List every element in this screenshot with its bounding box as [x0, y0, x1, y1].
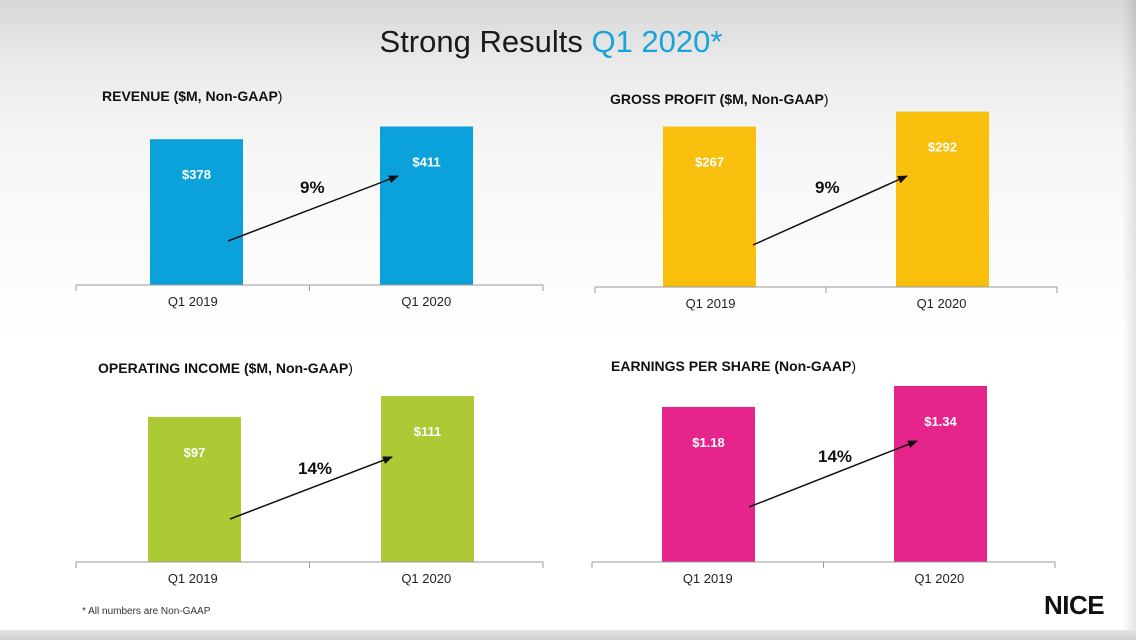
gross-profit-bar-1: [663, 126, 756, 287]
gross-profit-value-label-2: $292: [928, 140, 957, 155]
gross-profit-value-label-1: $267: [695, 155, 724, 170]
operating-income-chart: OPERATING INCOME ($M, Non-GAAP) $97 Q1 201…: [75, 360, 544, 586]
eps-growth-arrow: [748, 440, 918, 508]
revenue-growth-label: 9%: [300, 178, 325, 197]
revenue-chart-title: REVENUE ($M, Non-GAAP): [102, 88, 282, 104]
gross-profit-bar-2: [896, 111, 989, 287]
revenue-category-label-2: Q1 2020: [401, 294, 451, 309]
eps-category-label-1: Q1 2019: [683, 571, 733, 586]
slide-title-accent: Q1 2020*: [591, 24, 723, 59]
operating-income-category-label-2: Q1 2020: [401, 571, 451, 586]
revenue-bar-1: [150, 139, 243, 285]
operating-income-value-label-2: $111: [414, 424, 442, 439]
revenue-bar-2: [380, 126, 473, 285]
eps-bar-2: [894, 385, 987, 562]
eps-bar-1: [662, 406, 755, 562]
operating-income-category-label-1: Q1 2019: [168, 571, 218, 586]
footnote: * All numbers are Non-GAAP: [82, 606, 211, 617]
gross-profit-chart: GROSS PROFIT ($M, Non-GAAP) $267 Q1 2019 $2…: [594, 91, 1058, 311]
slide-bottom-edge: [0, 630, 1136, 640]
operating-income-growth-arrow: [229, 456, 393, 520]
revenue-value-label-2: $411: [412, 154, 440, 169]
revenue-growth-arrow: [227, 175, 399, 242]
eps-growth-label: 14%: [818, 447, 852, 466]
eps-value-label-2: $1.34: [924, 414, 957, 429]
operating-income-bar-2: [381, 395, 474, 562]
eps-category-label-2: Q1 2020: [914, 571, 964, 586]
gross-profit-chart-title: GROSS PROFIT ($M, Non-GAAP): [610, 91, 829, 107]
gross-profit-growth-label: 9%: [815, 178, 840, 197]
operating-income-chart-title: OPERATING INCOME ($M, Non-GAAP): [98, 360, 353, 376]
gross-profit-category-label-2: Q1 2020: [917, 296, 967, 311]
operating-income-bar-1: [148, 416, 241, 562]
revenue-chart: REVENUE ($M, Non-GAAP) $378 Q1 2019 $411 Q1 …: [75, 88, 544, 309]
slide-title: Strong Results Q1 2020*: [0, 24, 1102, 60]
slide-title-main: Strong Results: [379, 24, 583, 59]
slide-shadow-right: [1122, 0, 1136, 640]
revenue-category-label-1: Q1 2019: [168, 294, 218, 309]
operating-income-growth-label: 14%: [298, 459, 332, 478]
gross-profit-growth-arrow: [752, 175, 908, 246]
eps-chart-title: EARNINGS PER SHARE (Non-GAAP): [611, 358, 856, 374]
revenue-value-label-1: $378: [182, 167, 211, 182]
eps-value-label-1: $1.18: [692, 435, 725, 450]
nice-logo: NICE: [1044, 590, 1105, 620]
operating-income-value-label-1: $97: [184, 445, 206, 460]
eps-chart: EARNINGS PER SHARE (Non-GAAP) $1.18 Q1 201…: [591, 358, 1056, 586]
gross-profit-category-label-1: Q1 2019: [686, 296, 736, 311]
